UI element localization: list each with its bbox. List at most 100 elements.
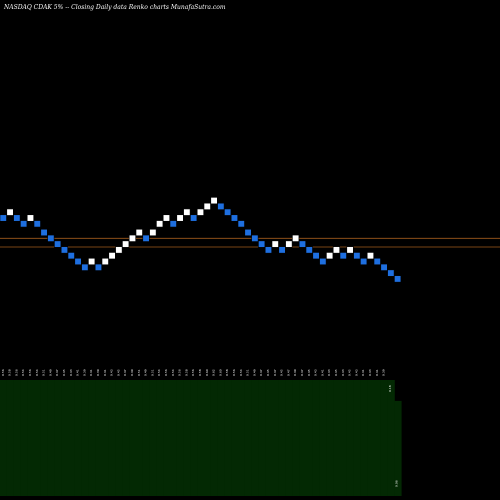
- x-tick-label: 0.56: [164, 369, 168, 376]
- renko-brick-up: [128, 234, 136, 242]
- volume-bar: [340, 380, 348, 496]
- x-tick-label: 0.49: [130, 369, 134, 376]
- volume-bar: [74, 380, 82, 496]
- renko-brick-down: [81, 263, 89, 271]
- x-tick-label: 0.47: [259, 369, 263, 376]
- volume-bar: [312, 380, 320, 496]
- x-tick-label: 0.47: [123, 369, 127, 376]
- volume-bar: [34, 380, 42, 496]
- renko-brick-up: [285, 240, 293, 248]
- x-tick-label: 0.47: [273, 369, 277, 376]
- renko-brick-down: [33, 220, 41, 228]
- renko-brick-down: [387, 269, 395, 277]
- x-tick-label: 0.47: [286, 369, 290, 376]
- x-tick-label: 0.54: [239, 369, 243, 376]
- x-tick-label: 0.49: [252, 369, 256, 376]
- volume-bar: [176, 380, 184, 496]
- x-tick-label: 0.43: [354, 369, 358, 376]
- volume-bar: [27, 380, 35, 496]
- renko-brick-up: [162, 214, 170, 222]
- volume-bar: [156, 380, 164, 496]
- volume-bar: [13, 380, 21, 496]
- volume-bar: [380, 380, 388, 496]
- volume-bar: [20, 380, 28, 496]
- x-tick-label: 0.41: [103, 369, 107, 376]
- renko-brick-down: [360, 257, 368, 266]
- renko-brick-down: [169, 220, 177, 228]
- renko-brick-up: [101, 257, 109, 266]
- volume-bar: [40, 380, 48, 496]
- renko-brick-down: [251, 234, 259, 242]
- renko-brick-down: [319, 257, 327, 266]
- volume-bar: [319, 380, 327, 496]
- x-tick-label: 0.49: [144, 369, 148, 376]
- renko-brick-down: [305, 246, 313, 254]
- renko-brick-down: [244, 228, 252, 237]
- x-tick-label: 0.41: [320, 369, 324, 376]
- volume-bar: [306, 380, 314, 496]
- volume-bar: [122, 380, 130, 496]
- renko-brick-up: [183, 208, 191, 216]
- x-tick-label: 0.51: [137, 369, 141, 376]
- renko-brick-up: [203, 202, 211, 210]
- volume-bar: [353, 380, 361, 496]
- x-tick-label: 0.43: [341, 369, 345, 376]
- x-tick-label: 0.51: [246, 369, 250, 376]
- volume-bar: [285, 380, 293, 496]
- x-tick-label: 0.45: [266, 369, 270, 376]
- renko-brick-down: [217, 202, 225, 210]
- renko-brick-down: [190, 214, 198, 222]
- x-tick-label: 0.39: [96, 369, 100, 376]
- volume-bar: [108, 380, 116, 496]
- volume-bar: [346, 380, 354, 496]
- volume-bar: [68, 380, 76, 496]
- renko-brick-up: [122, 240, 130, 248]
- volume-bar: [190, 380, 198, 496]
- volume-bar: [374, 380, 382, 496]
- volume-bar: [88, 380, 96, 496]
- volume-bar: [149, 380, 157, 496]
- x-tick-label: 0.45: [307, 369, 311, 376]
- renko-brick-down: [298, 240, 307, 248]
- x-tick-label: 0.58: [198, 369, 202, 376]
- volume-bar: [61, 380, 69, 496]
- x-tick-label: 0.58: [8, 369, 12, 376]
- x-tick-label: 0.62: [212, 369, 216, 376]
- x-tick-label: 0.43: [110, 369, 114, 376]
- volume-bar: [333, 380, 341, 496]
- x-tick-label: 0.51: [150, 369, 154, 376]
- reference-lines: [0, 237, 500, 248]
- renko-brick-up: [115, 246, 123, 254]
- renko-brick-up: [292, 234, 300, 242]
- x-tick-label: 0.41: [375, 369, 379, 376]
- volume-bar: [231, 380, 239, 496]
- renko-brick-down: [0, 214, 7, 222]
- x-tick-label: 0.54: [21, 369, 25, 376]
- renko-brick-up: [271, 240, 279, 248]
- x-tick-label: 0.43: [314, 369, 318, 376]
- x-tick-label: 0.45: [334, 369, 338, 376]
- x-tick-label: 0.47: [300, 369, 304, 376]
- volume-bar: [217, 380, 225, 496]
- volume-label: 0.18: [388, 385, 392, 392]
- x-tick-label: 0.56: [232, 369, 236, 376]
- x-tick-label: 0.56: [178, 369, 182, 376]
- renko-brick-up: [149, 228, 157, 237]
- renko-brick-down: [264, 246, 273, 254]
- x-tick-label: 0.39: [382, 369, 386, 376]
- volume-bar: [54, 380, 62, 496]
- volume-bar: [102, 380, 110, 496]
- renko-brick-down: [394, 275, 402, 283]
- renko-brick-down: [230, 214, 238, 222]
- volume-bar: [367, 380, 375, 496]
- x-tick-label: 0.39: [82, 369, 86, 376]
- renko-brick-down: [40, 228, 48, 237]
- renko-brick-down: [353, 252, 361, 260]
- volume-bar: [265, 380, 273, 496]
- renko-brick-down: [54, 240, 62, 248]
- renko-brick-down: [380, 263, 388, 271]
- renko-brick-up: [26, 214, 35, 222]
- volume-bar: [142, 380, 150, 496]
- x-tick-label: 0.54: [35, 369, 39, 376]
